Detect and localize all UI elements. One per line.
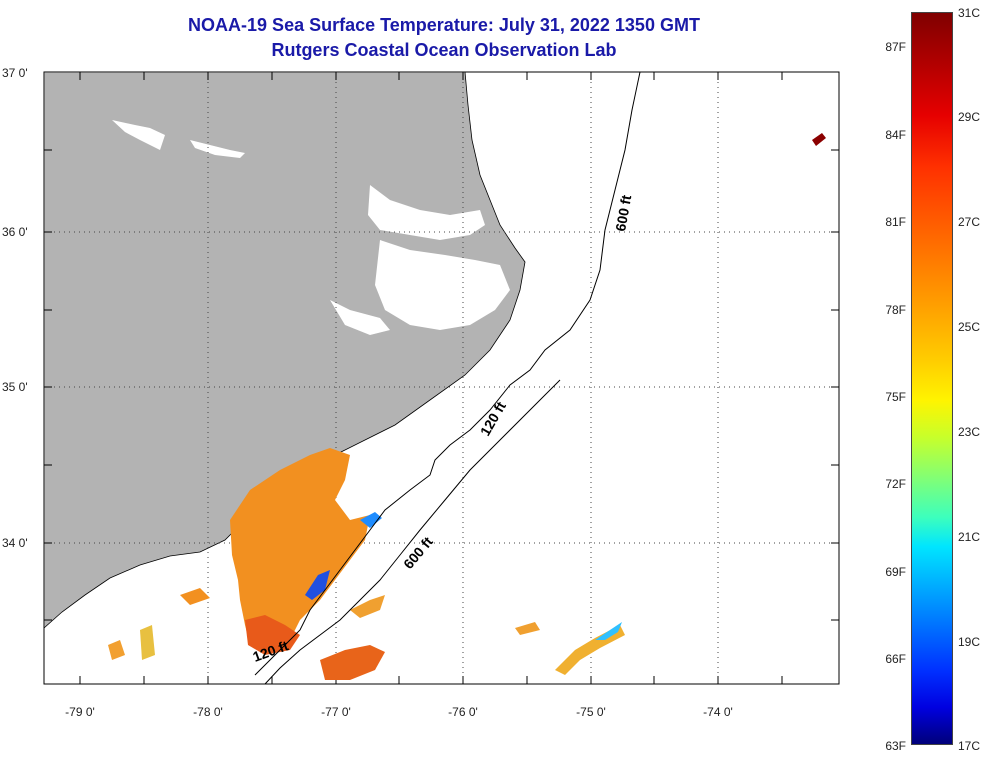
cb-c-31: 31C [958,6,981,20]
contour-600ft [264,379,561,685]
sst-data [108,133,826,680]
cb-c-21: 21C [958,530,981,544]
sst-patch-w1 [108,640,125,660]
lon-label-77: -77 0' [321,705,351,719]
cb-c-23: 23C [958,425,981,439]
lat-label-36: 36 0' [2,225,28,239]
cb-f-72: 72F [885,477,906,491]
cb-f-75: 75F [885,390,906,404]
pamlico-sound [375,240,510,330]
lat-label-34: 34 0' [2,536,28,550]
lon-label-74: -74 0' [703,705,733,719]
cb-c-27: 27C [958,215,981,229]
sst-patch-mid2 [515,622,540,635]
lon-label-79: -79 0' [65,705,95,719]
neuse-river [330,300,390,335]
contour-label-600-upper: 600 ft [612,193,634,232]
cb-c-25: 25C [958,320,981,334]
sst-patch-cool2 [360,512,382,528]
map-subtitle: Rutgers Coastal Ocean Observation Lab [271,40,617,60]
sst-patch-cool [305,570,330,600]
sst-patch-ne [812,133,826,146]
map-title: NOAA-19 Sea Surface Temperature: July 31… [188,15,700,35]
ticks [44,72,839,684]
cb-c-19: 19C [958,635,981,649]
sst-patch-hot1 [245,615,300,655]
sst-map: 600 ft 120 ft 600 ft 120 ft [43,71,840,685]
sst-patch-w3 [180,588,210,605]
cb-f-84: 84F [885,128,906,142]
sst-patch-hot2 [320,645,385,680]
lon-label-76: -76 0' [448,705,478,719]
sst-patch-main [230,448,370,650]
sst-patch-se-cool [595,622,622,640]
sst-patch-mid [350,595,385,618]
river-tar [190,140,245,158]
cb-c-17: 17C [958,739,981,753]
cb-f-87: 87F [885,40,906,54]
cb-f-78: 78F [885,303,906,317]
lat-label-35: 35 0' [2,380,28,394]
sst-patch-w2 [140,625,155,660]
lat-label-37: 37 0' [2,66,28,80]
grid [44,72,839,684]
cb-f-81: 81F [885,215,906,229]
cb-c-29: 29C [958,110,981,124]
temperature-colorbar [911,12,953,745]
cb-f-69: 69F [885,565,906,579]
contour-120ft [254,71,641,676]
lon-label-78: -78 0' [193,705,223,719]
lon-label-75: -75 0' [576,705,606,719]
cb-f-63: 63F [885,739,906,753]
cb-f-66: 66F [885,652,906,666]
albemarle-sound [368,185,485,240]
river-roanoke [112,120,165,150]
